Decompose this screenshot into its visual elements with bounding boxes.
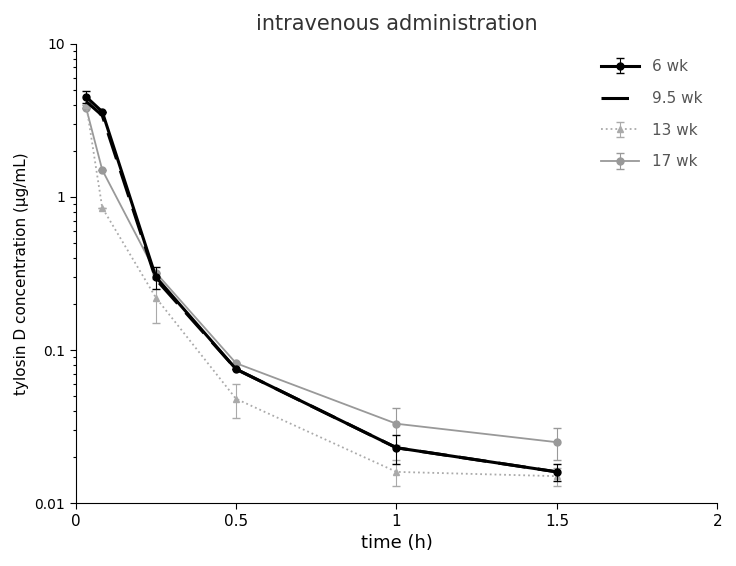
Y-axis label: tylosin D concentration (μg/mL): tylosin D concentration (μg/mL) [14,152,29,395]
X-axis label: time (h): time (h) [361,534,432,552]
Legend: 6 wk, 9.5 wk, 13 wk, 17 wk: 6 wk, 9.5 wk, 13 wk, 17 wk [593,52,710,177]
Title: intravenous administration: intravenous administration [255,14,537,34]
